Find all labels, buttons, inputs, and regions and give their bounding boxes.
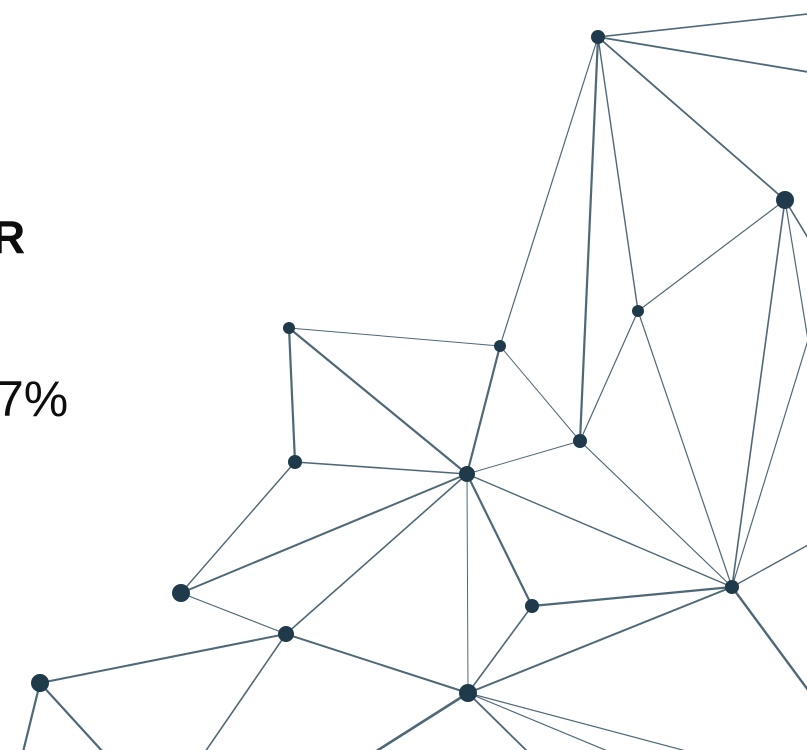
network-edge <box>38 681 103 750</box>
network-node <box>459 466 475 482</box>
network-edge <box>731 544 807 588</box>
network-edge <box>467 692 607 750</box>
network-edge <box>467 692 528 750</box>
network-node <box>776 191 794 209</box>
network-edge <box>597 36 786 201</box>
network-edge <box>180 461 296 594</box>
network-edge <box>578 35 600 443</box>
network-edge <box>731 341 807 588</box>
network-edge <box>465 472 534 608</box>
network-edge <box>466 440 581 475</box>
network-edge <box>467 586 733 694</box>
network-edge <box>466 473 469 694</box>
network-node <box>725 580 739 594</box>
network-nodes <box>31 30 794 702</box>
network-node <box>459 684 477 702</box>
network-edge <box>285 633 469 694</box>
network-edge <box>287 326 469 476</box>
network-edge <box>180 592 287 635</box>
network-edge <box>22 681 42 750</box>
network-node <box>494 340 506 352</box>
network-edge <box>579 310 639 442</box>
network-node <box>591 30 605 44</box>
network-edge <box>637 310 733 588</box>
network-edge <box>597 13 807 38</box>
network-node <box>172 584 190 602</box>
network-edge <box>530 585 734 608</box>
network-edges <box>22 13 807 750</box>
network-edge <box>731 199 786 588</box>
network-edge <box>287 326 297 464</box>
network-edge <box>467 692 685 750</box>
network-node <box>283 322 295 334</box>
network-node <box>278 626 294 642</box>
network-edge <box>285 473 468 635</box>
network-edge <box>730 585 807 691</box>
network-edge <box>499 36 599 347</box>
network-node <box>288 455 302 469</box>
network-edge <box>294 461 468 475</box>
network-edge <box>467 605 533 694</box>
network-edge <box>579 440 733 588</box>
network-edge <box>597 36 807 73</box>
network-edge <box>465 344 502 476</box>
network-edge <box>597 36 639 312</box>
network-edge <box>39 633 287 684</box>
network-edge <box>637 199 786 312</box>
network-edge <box>499 345 581 442</box>
network-node <box>632 305 644 317</box>
partial-heading-letter: R <box>0 211 26 263</box>
network-node <box>31 674 49 692</box>
network-node <box>573 434 587 448</box>
network-node <box>525 599 539 613</box>
partial-percentage-value: 7% <box>0 371 69 427</box>
network-edge <box>205 633 287 750</box>
network-edge <box>180 473 468 594</box>
network-edge <box>288 327 501 347</box>
network-edge <box>466 473 733 588</box>
network-edge <box>375 691 470 750</box>
network-edge <box>784 199 807 338</box>
